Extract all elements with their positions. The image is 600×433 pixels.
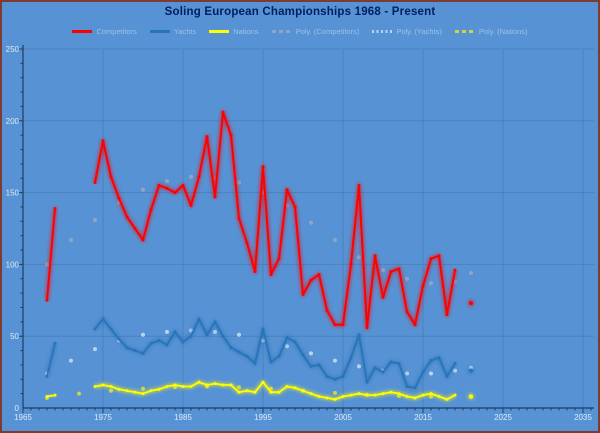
legend-item-poly-yachts: Poly. (Yachts)	[372, 27, 442, 36]
x-tick-label: 1985	[174, 413, 192, 422]
x-tick-label: 2035	[574, 413, 592, 422]
y-tick-label: 150	[6, 189, 20, 198]
legend-swatch	[72, 30, 93, 33]
legend-label: Poly. (Nations)	[478, 27, 528, 36]
legend-item-competitors: Competitors	[72, 27, 137, 36]
legend-swatch	[372, 30, 393, 33]
legend: Competitors Yachts Nations Poly. (Competito…	[0, 27, 600, 36]
legend-label: Yachts	[173, 27, 197, 36]
legend-swatch	[454, 30, 475, 33]
chart-title: Soling European Championships 1968 - Pre…	[164, 6, 436, 18]
legend-item-yachts: Yachts	[149, 27, 197, 36]
legend-item-poly-competitors: Poly. (Competitors)	[271, 27, 360, 36]
x-tick-label: 2015	[414, 413, 432, 422]
legend-swatch	[149, 30, 170, 33]
legend-label: Poly. (Yachts)	[396, 27, 442, 36]
axis-labels: 1965 1975 1985 1995 2005 2015 2025 2035 0 50 100 15…	[6, 45, 593, 422]
x-tick-label: 1975	[94, 413, 112, 422]
legend-label: Poly. (Competitors)	[295, 27, 360, 36]
gridlines	[23, 48, 594, 408]
series-yachts	[44, 316, 475, 391]
series-competitors	[44, 109, 475, 330]
series-nations	[45, 379, 475, 402]
x-tick-label: 1965	[14, 413, 32, 422]
y-tick-label: 0	[15, 404, 20, 413]
legend-item-nations: Nations	[209, 27, 259, 36]
legend-label: Competitors	[96, 27, 137, 36]
y-tick-label: 50	[10, 332, 19, 341]
x-tick-label: 2025	[494, 413, 512, 422]
legend-item-poly-nations: Poly. (Nations)	[454, 27, 528, 36]
y-tick-label: 250	[6, 45, 20, 54]
legend-swatch	[209, 30, 230, 33]
legend-swatch	[271, 30, 292, 33]
x-tick-label: 1995	[254, 413, 272, 422]
legend-label: Nations	[233, 27, 259, 36]
y-tick-label: 100	[6, 260, 20, 269]
x-tick-label: 2005	[334, 413, 352, 422]
axes	[18, 45, 594, 413]
y-tick-label: 200	[6, 117, 20, 126]
